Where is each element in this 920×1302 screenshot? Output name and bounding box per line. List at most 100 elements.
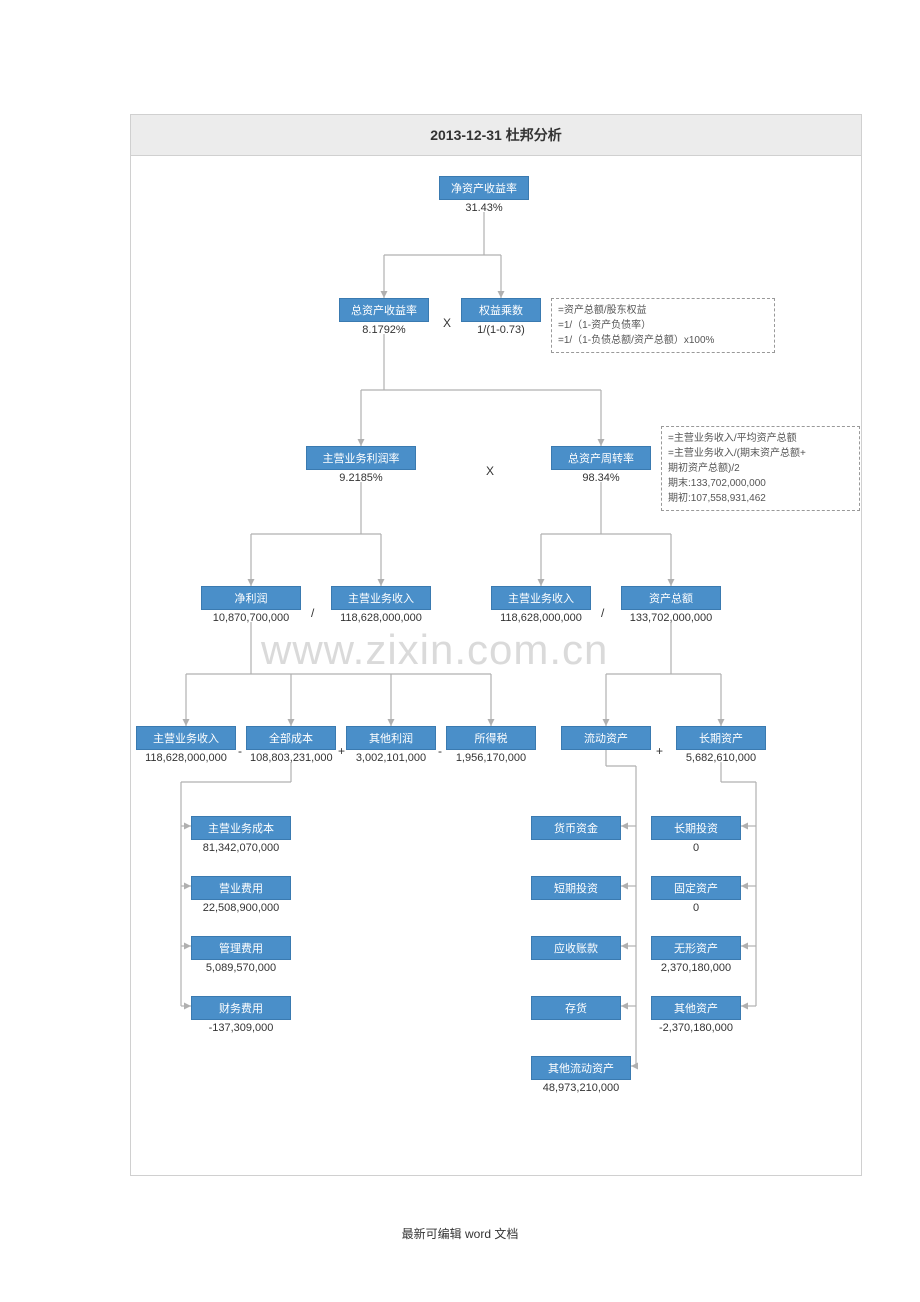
node-othercurr: 其他流动资产48,973,210,000 [531, 1056, 631, 1096]
node-label: 流动资产 [561, 726, 651, 750]
node-label: 总资产周转率 [551, 446, 651, 470]
node-label: 主营业务收入 [136, 726, 236, 750]
plus-op: + [656, 744, 663, 758]
node-label: 货币资金 [531, 816, 621, 840]
node-value: 81,342,070,000 [191, 840, 291, 856]
minus-op: - [238, 744, 242, 758]
node-label: 主营业务利润率 [306, 446, 416, 470]
node-ar: 应收账款 [531, 936, 621, 960]
node-totalasset: 资产总额133,702,000,000 [621, 586, 721, 626]
node-value: 22,508,900,000 [191, 900, 291, 916]
node-value: 118,628,000,000 [491, 610, 591, 626]
node-value: -2,370,180,000 [651, 1020, 741, 1036]
node-otherasset: 其他资产-2,370,180,000 [651, 996, 741, 1036]
node-longasset: 长期资产5,682,610,000 [676, 726, 766, 766]
chart-area: www.zixin.com.cn =资产总额/股东权益 =1/（1-资产负债率）… [131, 156, 861, 1176]
node-value: 98.34% [551, 470, 651, 486]
note-line: 期初资产总额)/2 [668, 461, 853, 476]
node-value: 3,002,101,000 [346, 750, 436, 766]
node-ltinv: 长期投资0 [651, 816, 741, 856]
note-line: =1/（1-负债总额/资产总额）x100% [558, 333, 768, 348]
node-value: 2,370,180,000 [651, 960, 741, 976]
node-label: 所得税 [446, 726, 536, 750]
node-label: 短期投资 [531, 876, 621, 900]
node-tax: 所得税1,956,170,000 [446, 726, 536, 766]
node-label: 全部成本 [246, 726, 336, 750]
node-label: 无形资产 [651, 936, 741, 960]
node-cogs: 主营业务成本81,342,070,000 [191, 816, 291, 856]
node-opex: 营业费用22,508,900,000 [191, 876, 291, 916]
node-value: 5,682,610,000 [676, 750, 766, 766]
node-curr: 流动资产 [561, 726, 651, 750]
watermark: www.zixin.com.cn [261, 626, 608, 674]
node-label: 其他资产 [651, 996, 741, 1020]
node-cash: 货币资金 [531, 816, 621, 840]
node-value: -137,309,000 [191, 1020, 291, 1036]
node-tat: 总资产周转率98.34% [551, 446, 651, 486]
node-label: 权益乘数 [461, 298, 541, 322]
node-netprofit: 净利润10,870,700,000 [201, 586, 301, 626]
node-label: 主营业务收入 [331, 586, 431, 610]
divide-op: / [311, 606, 314, 620]
node-label: 净资产收益率 [439, 176, 529, 200]
note-line: =主营业务收入/平均资产总额 [668, 431, 853, 446]
node-value: 5,089,570,000 [191, 960, 291, 976]
node-roa: 总资产收益率8.1792% [339, 298, 429, 338]
equity-multiplier-note: =资产总额/股东权益 =1/（1-资产负债率） =1/（1-负债总额/资产总额）… [551, 298, 775, 353]
node-label: 总资产收益率 [339, 298, 429, 322]
node-value: 10,870,700,000 [201, 610, 301, 626]
node-rev2: 主营业务收入118,628,000,000 [491, 586, 591, 626]
node-inv: 存货 [531, 996, 621, 1020]
plus-op: + [338, 744, 345, 758]
note-line: 期初:107,558,931,462 [668, 491, 853, 506]
node-value: 8.1792% [339, 322, 429, 338]
node-label: 营业费用 [191, 876, 291, 900]
note-line: =1/（1-资产负债率） [558, 318, 768, 333]
node-label: 存货 [531, 996, 621, 1020]
node-fixed: 固定资产0 [651, 876, 741, 916]
multiply-op: X [443, 316, 451, 330]
node-otherprof: 其他利润3,002,101,000 [346, 726, 436, 766]
node-value: 0 [651, 900, 741, 916]
note-line: =资产总额/股东权益 [558, 303, 768, 318]
diagram-frame: 2013-12-31 杜邦分析 www.zixin.com.cn =资产总额/股… [130, 114, 862, 1176]
node-admin: 管理费用5,089,570,000 [191, 936, 291, 976]
multiply-op: X [486, 464, 494, 478]
node-value: 108,803,231,000 [246, 750, 336, 766]
node-label: 资产总额 [621, 586, 721, 610]
node-rev3: 主营业务收入118,628,000,000 [136, 726, 236, 766]
node-value: 1,956,170,000 [446, 750, 536, 766]
node-value: 118,628,000,000 [136, 750, 236, 766]
footer-text: 最新可编辑 word 文档 [0, 1225, 920, 1242]
node-label: 其他利润 [346, 726, 436, 750]
node-label: 应收账款 [531, 936, 621, 960]
node-rev1: 主营业务收入118,628,000,000 [331, 586, 431, 626]
minus-op: - [438, 744, 442, 758]
title-text: 2013-12-31 杜邦分析 [430, 127, 562, 143]
node-roe: 净资产收益率31.43% [439, 176, 529, 216]
node-value: 9.2185% [306, 470, 416, 486]
node-fin: 财务费用-137,309,000 [191, 996, 291, 1036]
node-label: 其他流动资产 [531, 1056, 631, 1080]
node-label: 主营业务成本 [191, 816, 291, 840]
turnover-note: =主营业务收入/平均资产总额 =主营业务收入/(期末资产总额+ 期初资产总额)/… [661, 426, 860, 511]
node-intang: 无形资产2,370,180,000 [651, 936, 741, 976]
node-stinv: 短期投资 [531, 876, 621, 900]
node-opm: 主营业务利润率9.2185% [306, 446, 416, 486]
node-value: 48,973,210,000 [531, 1080, 631, 1096]
node-label: 固定资产 [651, 876, 741, 900]
title-bar: 2013-12-31 杜邦分析 [131, 115, 861, 156]
note-line: 期末:133,702,000,000 [668, 476, 853, 491]
node-value: 133,702,000,000 [621, 610, 721, 626]
node-allcost: 全部成本108,803,231,000 [246, 726, 336, 766]
node-label: 管理费用 [191, 936, 291, 960]
node-label: 长期资产 [676, 726, 766, 750]
page: 2013-12-31 杜邦分析 www.zixin.com.cn =资产总额/股… [0, 0, 920, 1302]
divide-op: / [601, 606, 604, 620]
node-em: 权益乘数1/(1-0.73) [461, 298, 541, 338]
node-value: 0 [651, 840, 741, 856]
node-label: 主营业务收入 [491, 586, 591, 610]
note-line: =主营业务收入/(期末资产总额+ [668, 446, 853, 461]
node-label: 净利润 [201, 586, 301, 610]
node-label: 长期投资 [651, 816, 741, 840]
